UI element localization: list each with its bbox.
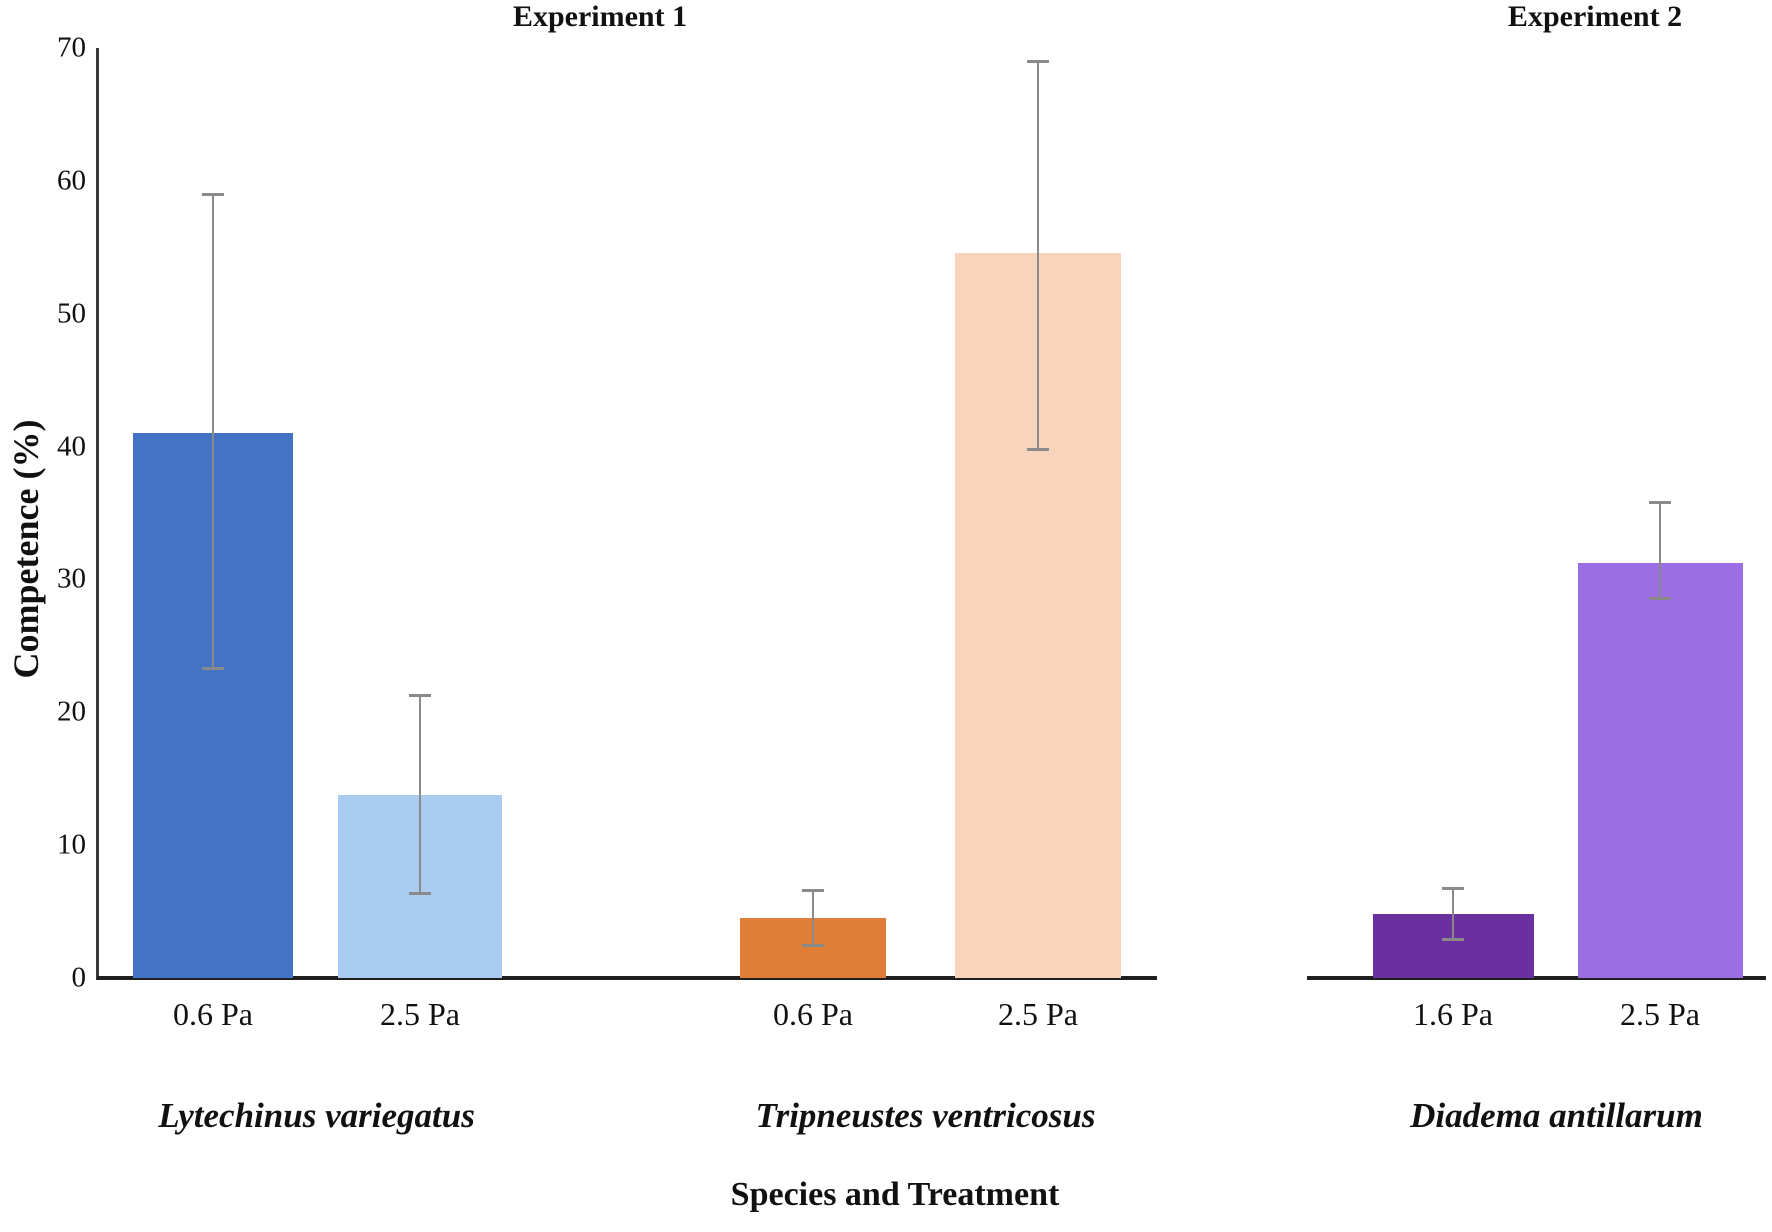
species-label: Diadema antillarum [1410,1096,1703,1135]
error-bar-cap-bottom [1442,938,1464,942]
error-bar-cap-bottom [202,667,224,671]
species-label: Lytechinus variegatus [158,1096,475,1135]
treatment-label: 2.5 Pa [380,996,460,1032]
treatment-label: 1.6 Pa [1413,996,1493,1032]
y-tick-label: 50 [57,297,86,330]
y-tick-label: 70 [57,31,86,64]
y-tick-label: 10 [57,828,86,861]
error-bar-line [1037,61,1039,450]
treatment-label: 0.6 Pa [173,996,253,1032]
x-axis-label: Species and Treatment [730,1176,1060,1213]
error-bar-cap-bottom [1649,597,1671,601]
error-bar-line [419,695,421,893]
error-bar-cap-bottom [409,891,431,895]
treatment-label: 2.5 Pa [1620,996,1700,1032]
error-bar-cap-top [1649,501,1671,505]
y-tick-label: 30 [57,562,86,595]
y-axis-line [96,48,99,980]
x-axis-line [1307,976,1766,980]
experiment-2-title: Experiment 2 [1507,0,1683,33]
treatment-label: 2.5 Pa [998,996,1078,1032]
error-bar-cap-top [1027,60,1049,64]
bar-diadema-2.5Pa [1577,563,1743,978]
error-bar-cap-top [202,193,224,197]
error-bar-cap-top [409,694,431,697]
error-bar-line [812,890,814,945]
y-tick-label: 20 [57,695,86,728]
error-bar-cap-bottom [1027,448,1049,452]
error-bar-cap-top [1442,886,1464,890]
error-bar-cap-bottom [802,943,824,947]
experiment-1-title: Experiment 1 [512,0,688,33]
y-tick-label: 60 [57,164,86,197]
error-bar-cap-top [802,889,824,893]
treatment-label: 0.6 Pa [773,996,853,1032]
species-label: Tripneustes ventricosus [755,1096,1096,1135]
y-tick-label: 40 [57,430,86,463]
error-bar-line [212,194,214,669]
x-axis-line [97,976,1157,980]
y-tick-label: 0 [71,961,87,994]
error-bar-line [1659,502,1661,599]
error-bar-line [1452,887,1454,940]
